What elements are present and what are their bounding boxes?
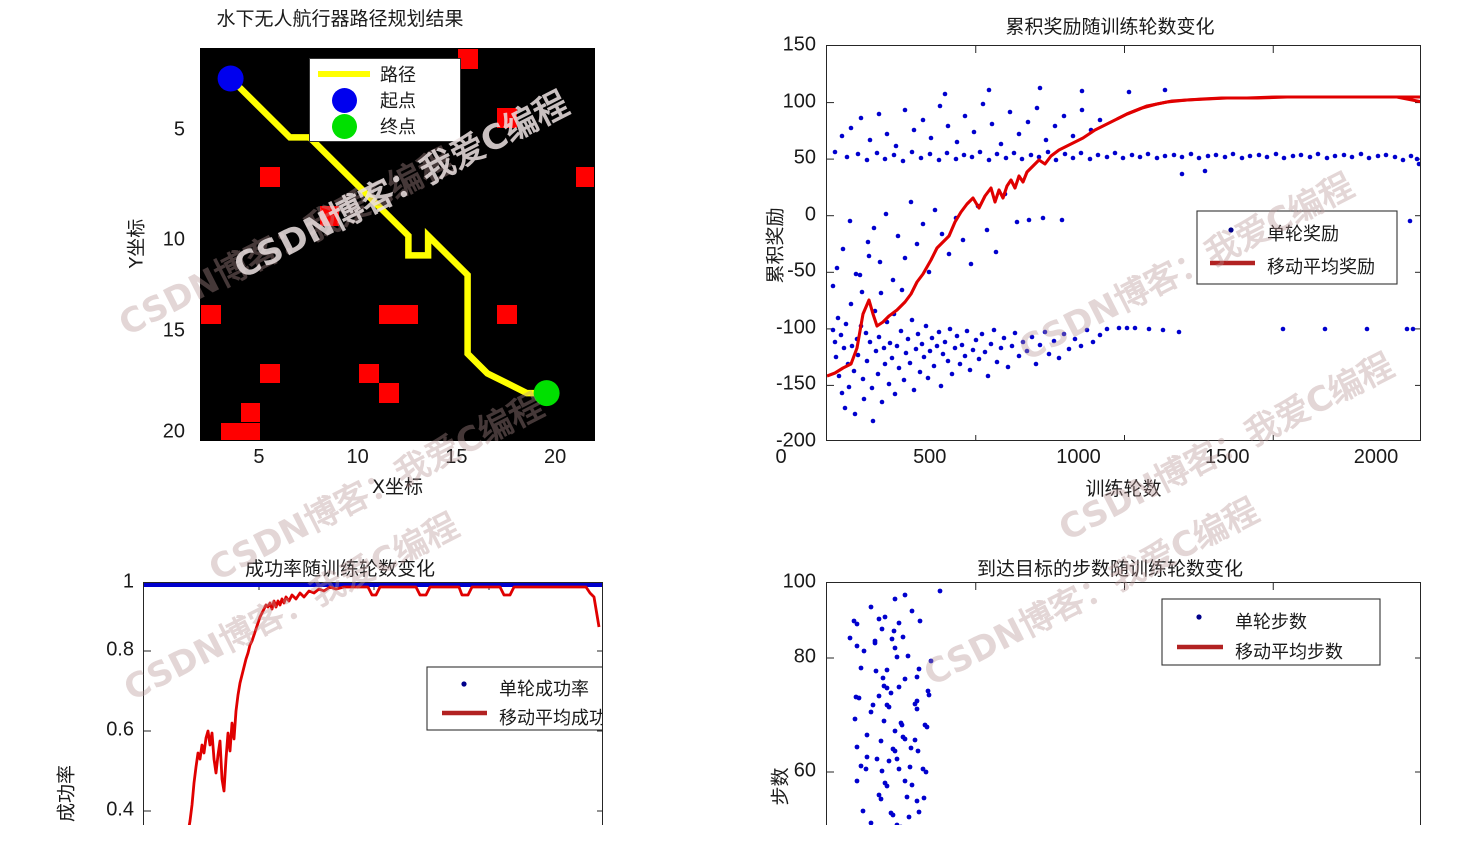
axis-label-x-path-planning: X坐标 (200, 472, 595, 499)
ytick-label: -150 (750, 373, 816, 396)
path-planning-axes: 路径 起点 终点 (200, 48, 595, 441)
ytick-label: 80 (750, 646, 816, 669)
axis-label-y-steps-to-goal: 步数 (766, 732, 793, 842)
legend-item[interactable]: 起点 (310, 87, 460, 113)
chart-panel-cumulative-reward: 累积奖励随训练轮数变化 150 100 50 0 -50 -100 -150 -… (730, 0, 1465, 520)
end-point-marker (534, 380, 560, 406)
steps-scatter-points (848, 589, 943, 825)
xtick-label: 1000 (1034, 446, 1124, 469)
steps-to-goal-axes: 单轮步数 移动平均步数 (826, 582, 1421, 825)
legend-label: 移动平均奖励 (1267, 253, 1375, 279)
ytick-label: -100 (750, 316, 816, 339)
xtick-label: 10 (328, 446, 388, 469)
xtick-label: 2000 (1331, 446, 1421, 469)
chart-panel-success-rate: 成功率随训练轮数变化 1 0.8 0.6 0.4 成功率 (0, 545, 700, 825)
success-rate-axes: 单轮成功率 移动平均成功率 (143, 582, 603, 825)
legend-item[interactable]: 路径 (310, 61, 460, 87)
chart-title-steps-to-goal: 到达目标的步数随训练轮数变化 (830, 554, 1390, 581)
moving-average-reward-line-tail (1117, 97, 1421, 119)
cumulative-reward-axes: 单轮奖励 移动平均奖励 (826, 45, 1421, 441)
ytick-label: 5 (133, 118, 185, 141)
legend-label: 单轮奖励 (1267, 220, 1339, 246)
xtick-label: 0 (736, 446, 826, 469)
axis-label-y-success-rate: 成功率 (52, 739, 79, 849)
end-point-swatch (316, 114, 372, 139)
matlab-figure-window: 水下无人航行器路径规划结果 5 10 15 20 Y坐标 (0, 0, 1465, 825)
ytick-label: 15 (133, 319, 185, 342)
xtick-label: 15 (426, 446, 486, 469)
ytick-label: 1 (68, 571, 134, 594)
chart-title-success-rate: 成功率随训练轮数变化 (60, 554, 620, 581)
steps-plot-canvas (827, 583, 1421, 825)
ytick-label: 0.8 (68, 639, 134, 662)
xtick-label: 5 (229, 446, 289, 469)
ytick-label: 150 (750, 34, 816, 57)
ytick-label: 100 (750, 90, 816, 113)
legend-label: 移动平均步数 (1235, 638, 1343, 664)
chart-title-cumulative-reward: 累积奖励随训练轮数变化 (830, 12, 1390, 39)
xtick-label: 500 (885, 446, 975, 469)
legend-path-planning[interactable]: 路径 起点 终点 (309, 58, 461, 142)
legend-label: 单轮步数 (1235, 608, 1307, 634)
chart-panel-path-planning: 水下无人航行器路径规划结果 5 10 15 20 Y坐标 (0, 0, 660, 520)
axis-label-y-cumulative-reward: 累积奖励 (761, 186, 788, 306)
legend-label: 单轮成功率 (499, 675, 589, 701)
xtick-label: 1500 (1182, 446, 1272, 469)
legend-label: 终点 (380, 113, 416, 139)
ytick-label: 20 (133, 420, 185, 443)
start-point-swatch (316, 88, 372, 113)
legend-label: 移动平均成功率 (499, 704, 603, 730)
start-point-marker (218, 66, 244, 92)
axis-label-y-path-planning: Y坐标 (122, 204, 149, 284)
legend-item[interactable]: 终点 (310, 113, 460, 139)
axis-label-x-cumulative-reward: 训练轮数 (826, 474, 1421, 501)
legend-label: 起点 (380, 87, 416, 113)
chart-title-path-planning: 水下无人航行器路径规划结果 (60, 4, 620, 31)
path-line-swatch (316, 71, 372, 77)
chart-panel-steps-to-goal: 到达目标的步数随训练轮数变化 100 80 60 步数 (730, 545, 1465, 825)
ytick-label: 50 (750, 147, 816, 170)
legend-label: 路径 (380, 61, 416, 87)
xtick-label: 20 (525, 446, 585, 469)
ytick-label: 100 (750, 571, 816, 594)
